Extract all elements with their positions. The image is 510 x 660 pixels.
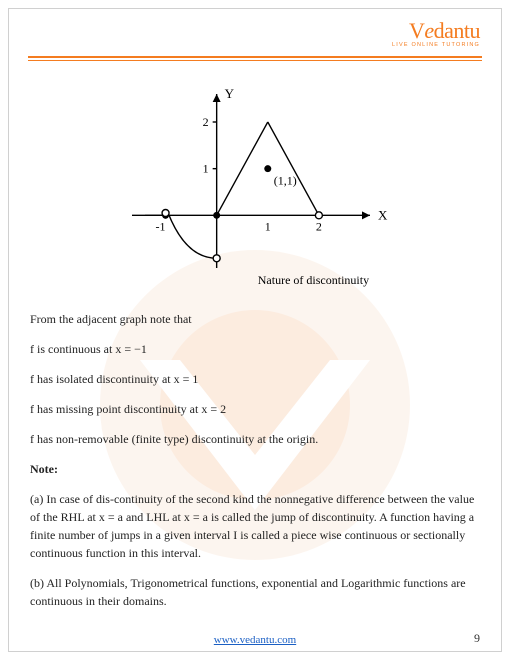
cont-line-2: f has isolated discontinuity at x = 1: [30, 370, 480, 388]
intro-text: From the adjacent graph note that: [30, 310, 480, 328]
chart-svg: X Y -1 1 2 1 2 (1,1) Nature of discontinuity: [120, 80, 390, 290]
page-number: 9: [474, 631, 480, 646]
svg-text:(1,1): (1,1): [274, 174, 297, 188]
note-heading: Note:: [30, 460, 480, 478]
header: Vedantu LIVE ONLINE TUTORING: [392, 18, 480, 48]
svg-text:1: 1: [265, 219, 271, 233]
header-rule: [28, 56, 482, 61]
cont-line-1: f is continuous at x = −1: [30, 340, 480, 358]
svg-text:Y: Y: [225, 86, 235, 101]
brand-tagline: LIVE ONLINE TUTORING: [392, 42, 480, 48]
cont-line-3: f has missing point discontinuity at x =…: [30, 400, 480, 418]
svg-text:2: 2: [203, 115, 209, 129]
note-b: (b) All Polynomials, Trigonometrical fun…: [30, 574, 480, 610]
svg-text:1: 1: [203, 162, 209, 176]
cont-line-4: f has non-removable (finite type) discon…: [30, 430, 480, 448]
svg-text:X: X: [378, 207, 388, 222]
body-text: From the adjacent graph note that f is c…: [30, 310, 480, 610]
footer-link[interactable]: www.vedantu.com: [214, 634, 296, 646]
brand-logo: Vedantu: [392, 18, 480, 44]
discontinuity-chart: X Y -1 1 2 1 2 (1,1) Nature of discontinuity: [30, 80, 480, 290]
content-area: X Y -1 1 2 1 2 (1,1) Nature of discontinuity Fro…: [30, 80, 480, 630]
svg-text:Nature of discontinuity: Nature of discontinuity: [258, 273, 369, 287]
svg-text:2: 2: [316, 219, 322, 233]
note-a: (a) In case of dis-continuity of the sec…: [30, 490, 480, 562]
footer: www.vedantu.com: [0, 634, 510, 646]
svg-text:-1: -1: [156, 219, 166, 233]
